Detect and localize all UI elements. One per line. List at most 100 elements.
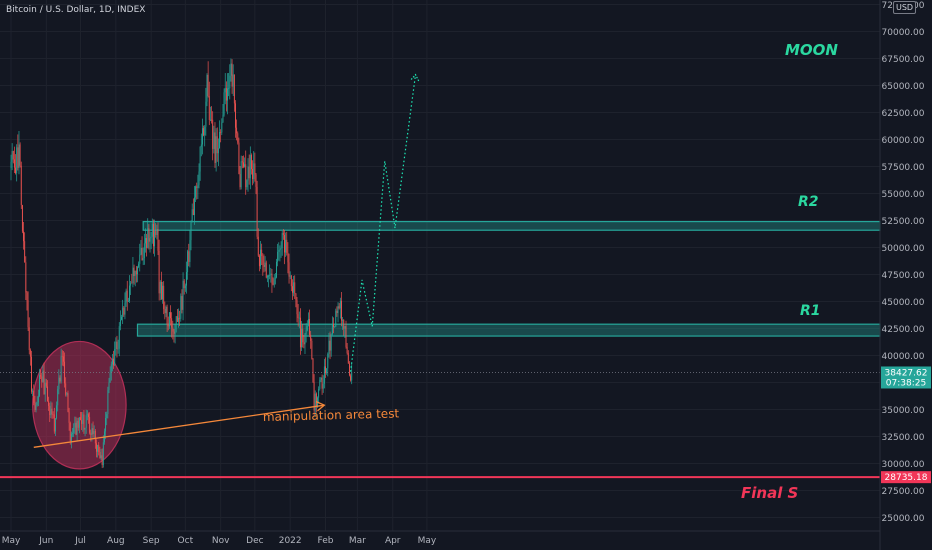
time-tick-label: 2022 [279, 536, 302, 546]
candle-body [347, 353, 349, 364]
candle-body [111, 358, 113, 365]
candle-body [244, 164, 246, 167]
price-tick-label: 27500.00 [882, 487, 925, 497]
candle-body [67, 393, 69, 412]
candle-body [273, 278, 275, 285]
candle-body [256, 186, 258, 237]
candle-body [219, 131, 220, 149]
candle-body [124, 302, 126, 315]
candle-body [125, 290, 127, 303]
candle-body [207, 74, 209, 97]
candle-body [89, 417, 91, 433]
candle-body [336, 310, 338, 314]
candle-body [88, 414, 89, 418]
candle-body [70, 433, 72, 442]
candle-body [333, 323, 334, 327]
price-tick-label: 32500.00 [882, 433, 925, 443]
candle-body [162, 285, 164, 300]
moon-label: MOON [785, 41, 838, 59]
candle-body [118, 326, 120, 349]
candle-body [222, 114, 224, 123]
candle-body [212, 119, 214, 149]
candle-body [309, 318, 310, 335]
candle-body [327, 353, 329, 369]
candle-body [304, 333, 306, 345]
candle-body [319, 379, 321, 389]
candle-body [305, 330, 307, 334]
candle-body [194, 197, 195, 215]
bar-countdown: 07:38:25 [886, 378, 926, 388]
candle-body [165, 306, 167, 314]
price-tick-label: 70000.00 [882, 28, 925, 38]
candle-body [65, 383, 67, 395]
candle-body [99, 451, 101, 459]
candle-body [254, 163, 256, 175]
candle-body [31, 356, 32, 392]
price-tick-label: 55000.00 [882, 190, 925, 200]
currency-badge[interactable]: USD [893, 1, 917, 14]
candle-body [190, 222, 192, 241]
candle-body [69, 422, 71, 442]
candle-body [73, 427, 75, 434]
candle-body [274, 277, 276, 279]
candle-body [268, 275, 269, 277]
candle-body [269, 274, 271, 276]
candlestick-series [10, 58, 353, 469]
candle-body [145, 238, 146, 244]
candle-body [51, 408, 53, 415]
candle-body [306, 325, 308, 331]
candle-body [135, 270, 137, 275]
candle-body [271, 273, 273, 284]
candle-body [231, 63, 233, 87]
manipulation-area-label: manipulation area test [263, 406, 400, 424]
candle-body [142, 258, 144, 261]
candle-body [277, 251, 279, 262]
candle-body [214, 132, 216, 163]
candle-body [108, 382, 110, 391]
candle-body [93, 431, 95, 434]
candle-body [281, 232, 283, 249]
candle-body [250, 155, 252, 169]
time-axis[interactable]: May Jun Jul Aug Sep Oct Nov Dec 2022 Feb Mar Apr May [0, 530, 880, 546]
grid-lines [0, 0, 880, 531]
candle-body [314, 393, 316, 411]
candle-body [279, 248, 281, 251]
candle-body [282, 232, 284, 236]
candle-body [186, 272, 187, 286]
candle-body [149, 238, 151, 242]
last-price-value: 38427.62 [885, 368, 928, 378]
candle-body [249, 155, 251, 179]
candle-body [272, 283, 274, 285]
candle-body [26, 292, 28, 301]
candle-body [325, 366, 326, 373]
price-tick-label: 65000.00 [882, 82, 925, 92]
price-tick-label: 35000.00 [882, 406, 925, 416]
candle-body [323, 366, 325, 384]
candle-body [62, 356, 64, 362]
symbol-title: Bitcoin / U.S. Dollar, 1D, INDEX [6, 5, 146, 15]
candle-body [126, 290, 128, 302]
candle-body [166, 306, 168, 325]
candle-body [318, 388, 320, 398]
candle-body [27, 300, 29, 328]
candle-body [216, 136, 218, 154]
price-axis[interactable]: 72500.0070000.0067500.0065000.0062500.00… [879, 0, 925, 550]
candle-body [77, 420, 79, 428]
candle-body [81, 420, 83, 424]
candle-body [247, 166, 249, 181]
candle-body [41, 376, 43, 382]
candle-body [310, 334, 312, 341]
candle-body [60, 356, 62, 382]
candle-body [150, 236, 152, 239]
candle-body [155, 231, 157, 236]
candle-body [115, 341, 117, 349]
candle-body [129, 285, 130, 302]
candle-body [178, 317, 179, 322]
candle-body [137, 266, 138, 275]
candle-body [176, 316, 178, 322]
candle-body [172, 327, 174, 332]
candle-body [24, 241, 26, 263]
r1-label: R1 [800, 303, 821, 319]
candle-body [245, 164, 247, 188]
